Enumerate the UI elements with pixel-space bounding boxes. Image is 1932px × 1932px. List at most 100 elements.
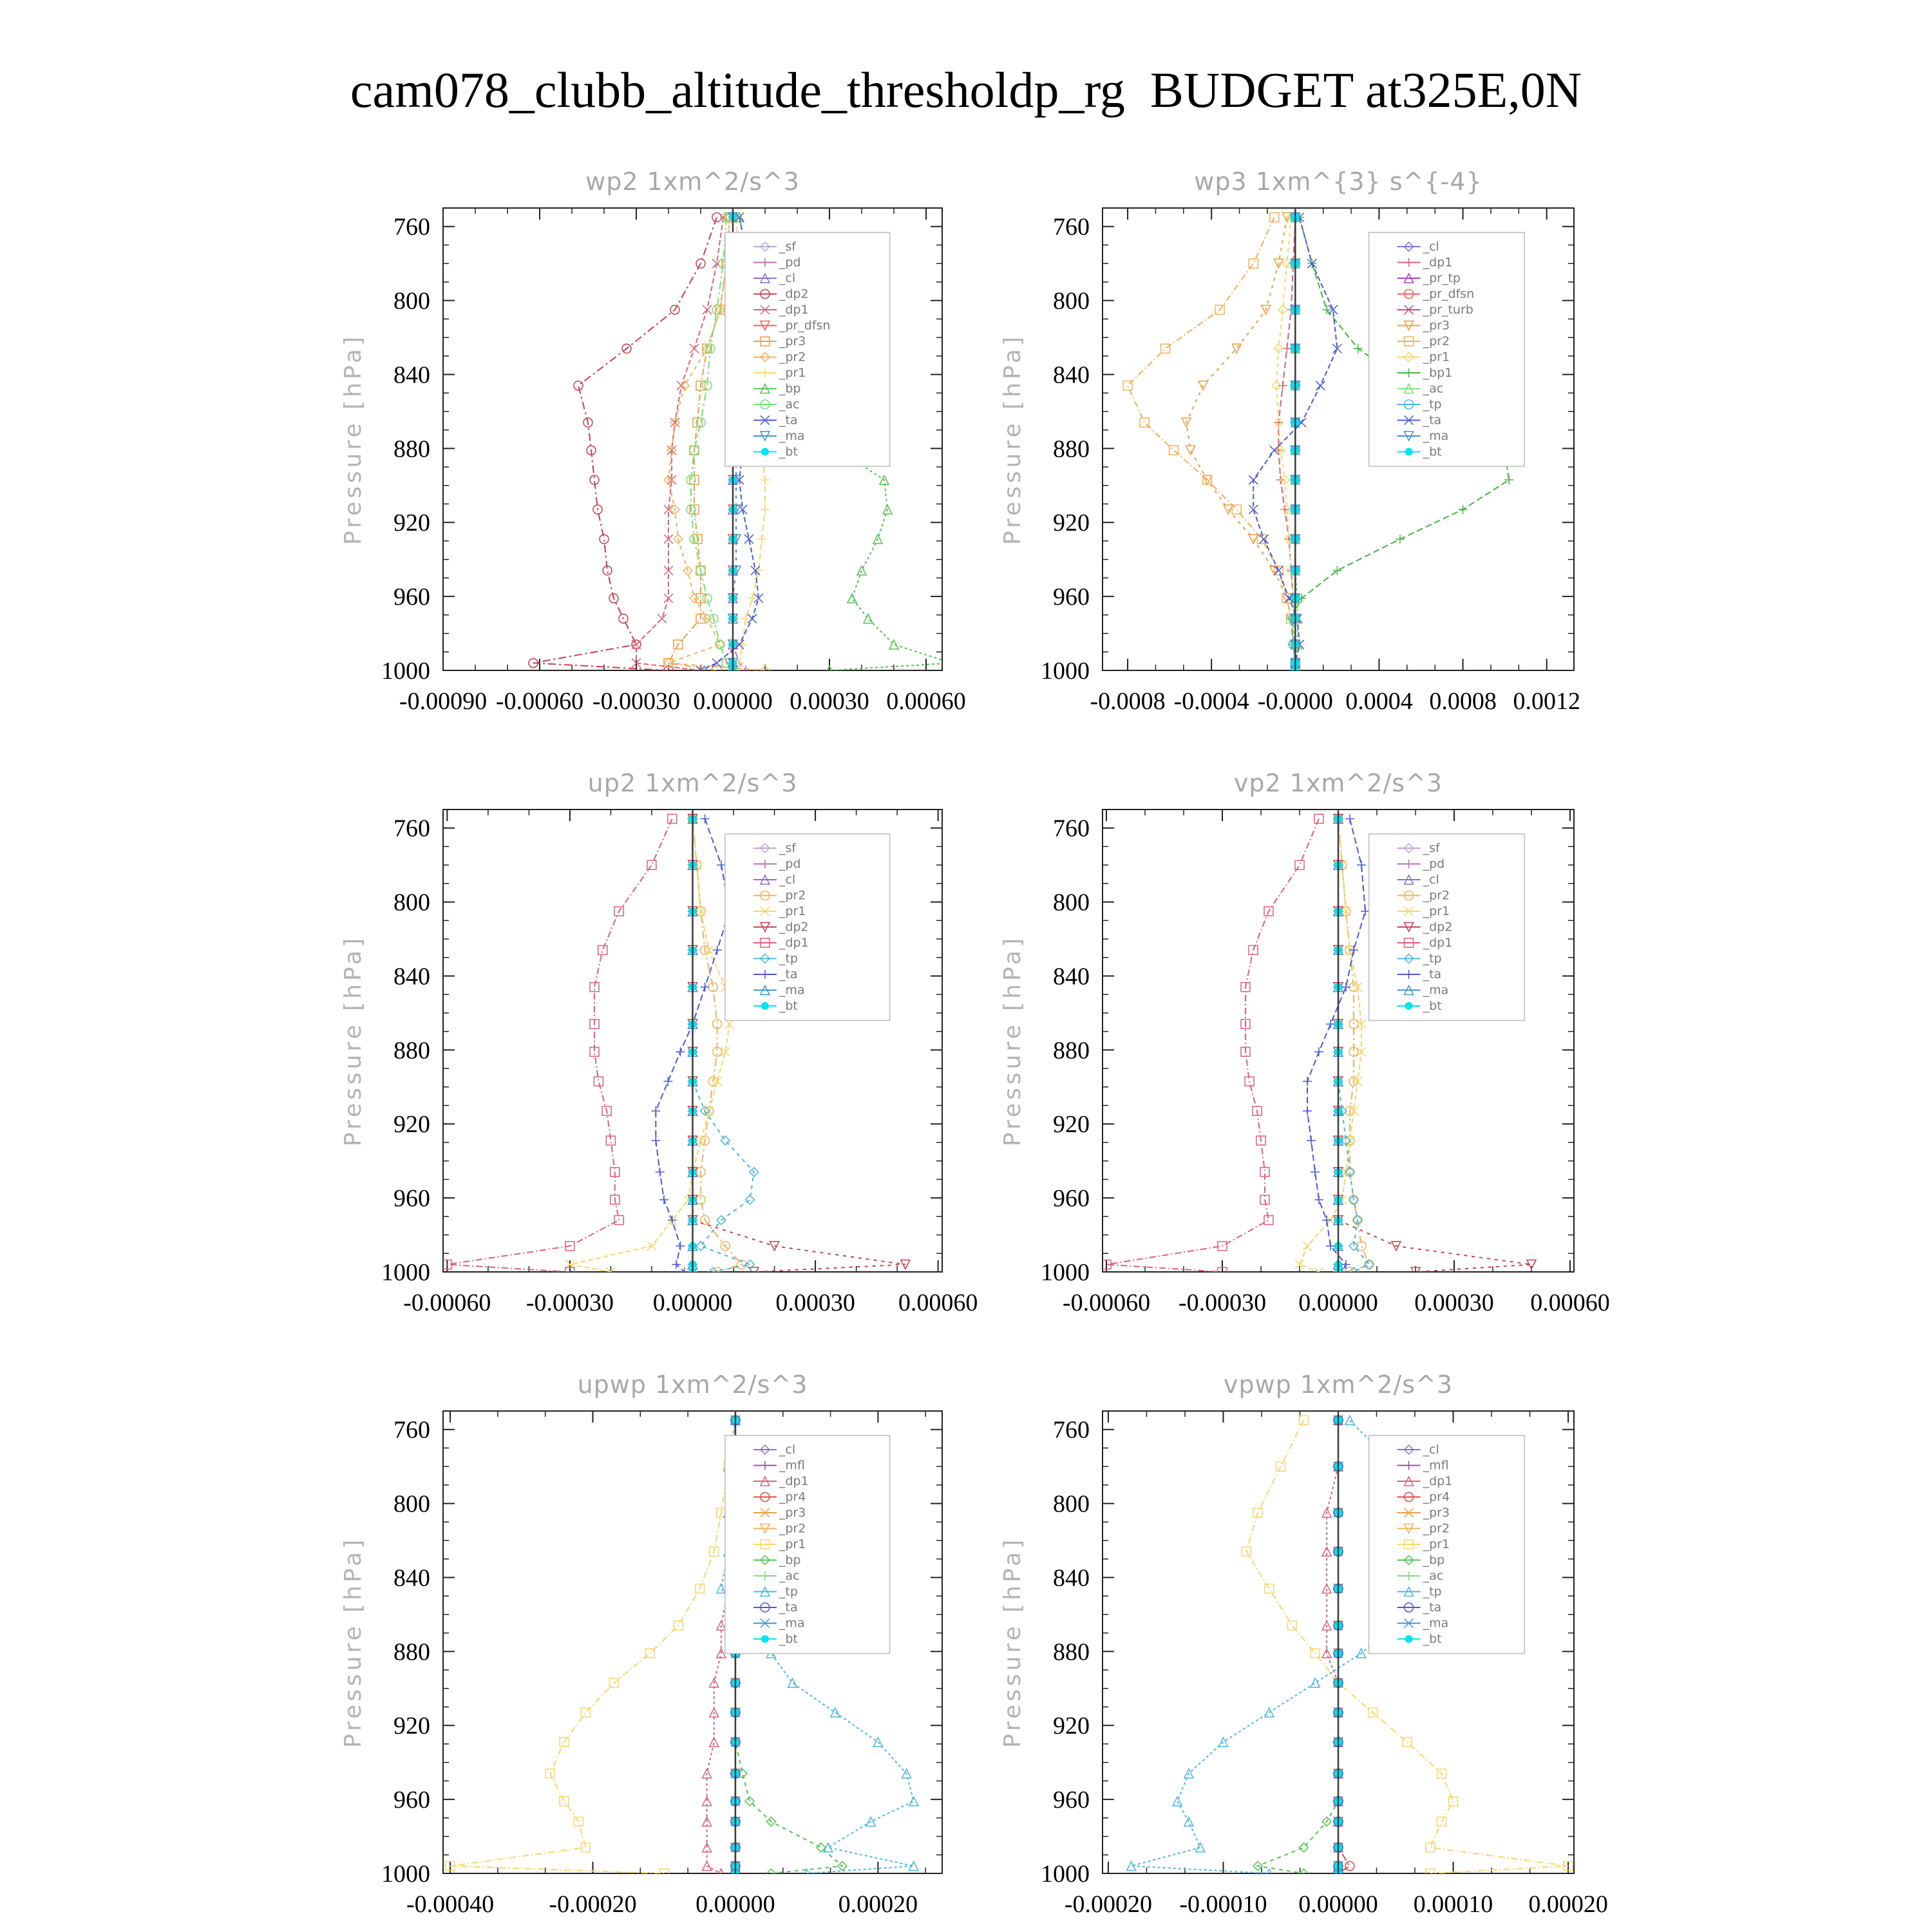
point-dp1	[565, 1241, 575, 1251]
legend-marker-pd	[760, 859, 770, 869]
panel-title: vp2 1xm^2/s^3	[1234, 769, 1443, 797]
legend-label: _bp	[779, 382, 801, 396]
point-pr3	[692, 534, 703, 544]
y-tick-label: 840	[1053, 361, 1090, 388]
legend-label: _bt	[779, 999, 798, 1013]
legend-label: _bt	[779, 445, 798, 459]
point-pr1	[1282, 504, 1293, 515]
legend-frame	[1368, 833, 1525, 1021]
point-ta	[750, 565, 761, 576]
point-pr2	[712, 1019, 723, 1029]
point-tp	[866, 1815, 876, 1827]
point-tp	[748, 1166, 759, 1177]
plot-frame	[1102, 207, 1575, 671]
legend-marker-bt	[1405, 448, 1413, 456]
point-bp	[734, 211, 745, 223]
x-tick-label: 0.00000	[693, 688, 773, 715]
x-tick-label: -0.00020	[1065, 1891, 1152, 1918]
point-tp	[1195, 1842, 1206, 1853]
point-dp1	[601, 1106, 612, 1116]
x-tick-label: -0.00030	[592, 688, 680, 715]
plot-frame	[442, 1410, 943, 1874]
legend-marker-bp1	[1404, 368, 1414, 377]
y-tick-label: 800	[393, 288, 430, 315]
y-axis-label: Pressure [hPa]	[999, 1537, 1026, 1748]
point-bp1	[1353, 344, 1363, 354]
point-tp	[822, 1842, 834, 1853]
point-pr3	[1273, 258, 1284, 269]
y-tick-label: 920	[393, 1111, 430, 1138]
series-group	[1103, 810, 1537, 1272]
legend-label: _pr2	[779, 889, 806, 903]
legend-label: _pr1	[779, 366, 806, 380]
point-pr2	[1202, 475, 1213, 485]
point-ta	[1303, 1077, 1312, 1086]
point-ta	[753, 593, 764, 603]
panel-2: wp3 1xm^{3} s^{-4} Pressure [hPa] 760 800 84…	[999, 167, 1580, 715]
point-pr2	[679, 380, 690, 391]
y-tick-label: 1000	[381, 1861, 430, 1888]
x-tick-label: -0.0008	[1090, 688, 1165, 715]
series-line-pr1	[1298, 819, 1362, 1272]
point-ta	[1269, 445, 1280, 455]
series-line-dp1	[1106, 819, 1320, 1272]
point-pr3	[696, 613, 706, 624]
point-pr1	[757, 535, 766, 544]
legend-marker-tp	[759, 953, 770, 964]
point-tp	[1126, 1860, 1137, 1871]
point-pr3	[1260, 305, 1271, 316]
y-tick-label: 920	[1053, 1111, 1090, 1138]
point-ta	[700, 982, 710, 992]
point-dp2	[712, 212, 722, 223]
point-pr3	[1231, 343, 1242, 354]
point-tp	[1344, 1166, 1356, 1177]
point-pr1	[1356, 1046, 1367, 1057]
legend-marker-ta	[1403, 1602, 1414, 1613]
legend-marker-pr1	[1403, 352, 1414, 363]
legend-label: _sf	[779, 240, 797, 254]
point-pr1	[1425, 1842, 1435, 1853]
legend-label: _pr2	[1423, 1522, 1450, 1536]
point-dp1	[1248, 945, 1258, 956]
point-pr2	[663, 658, 674, 668]
x-tick-label: 0.00060	[898, 1289, 978, 1316]
legend-label: _cl	[779, 271, 795, 285]
point-dp1	[1260, 1195, 1270, 1205]
point-dp2	[609, 593, 619, 603]
y-tick-label: 800	[393, 1491, 430, 1518]
legend-marker-dp2	[1403, 922, 1414, 933]
point-pr2	[1349, 1046, 1359, 1057]
point-pr3	[1282, 212, 1293, 223]
legend-label: _bp	[1423, 1553, 1445, 1567]
series-line-ac	[690, 217, 734, 670]
point-pr1	[1277, 304, 1288, 316]
series-line-ac	[1294, 217, 1298, 670]
y-tick-label: 800	[1053, 1491, 1090, 1518]
point-dp2	[586, 445, 596, 455]
legend-marker-pr_dfsn	[759, 320, 771, 332]
point-tp	[908, 1860, 919, 1871]
point-dp1	[1321, 1507, 1332, 1518]
legend-label: _pr3	[779, 1506, 806, 1520]
legend-label: _ta	[779, 413, 798, 428]
legend-marker-dp1	[1403, 1475, 1414, 1486]
y-tick-label: 960	[1053, 1786, 1090, 1814]
point-pr1	[704, 945, 714, 955]
legend-marker-ta	[1404, 415, 1414, 426]
y-tick-label: 920	[393, 1712, 430, 1739]
y-tick-label: 760	[1053, 214, 1090, 241]
y-tick-label: 960	[1053, 583, 1090, 611]
series-line-ta	[1307, 819, 1367, 1272]
y-axis-label: Pressure [hPa]	[999, 334, 1026, 545]
point-dp1	[689, 343, 699, 354]
y-tick-label: 840	[393, 963, 430, 990]
point-pr1	[741, 614, 750, 623]
y-tick-label: 960	[393, 1786, 430, 1814]
point-dp1	[565, 1267, 575, 1272]
point-dp1	[715, 1647, 727, 1658]
x-tick-label: -0.00060	[1063, 1289, 1150, 1316]
point-pr1	[1282, 258, 1293, 269]
point-bp	[862, 612, 874, 624]
legend-label: _pr1	[1423, 904, 1450, 918]
legend-label: _mfl	[779, 1459, 805, 1473]
